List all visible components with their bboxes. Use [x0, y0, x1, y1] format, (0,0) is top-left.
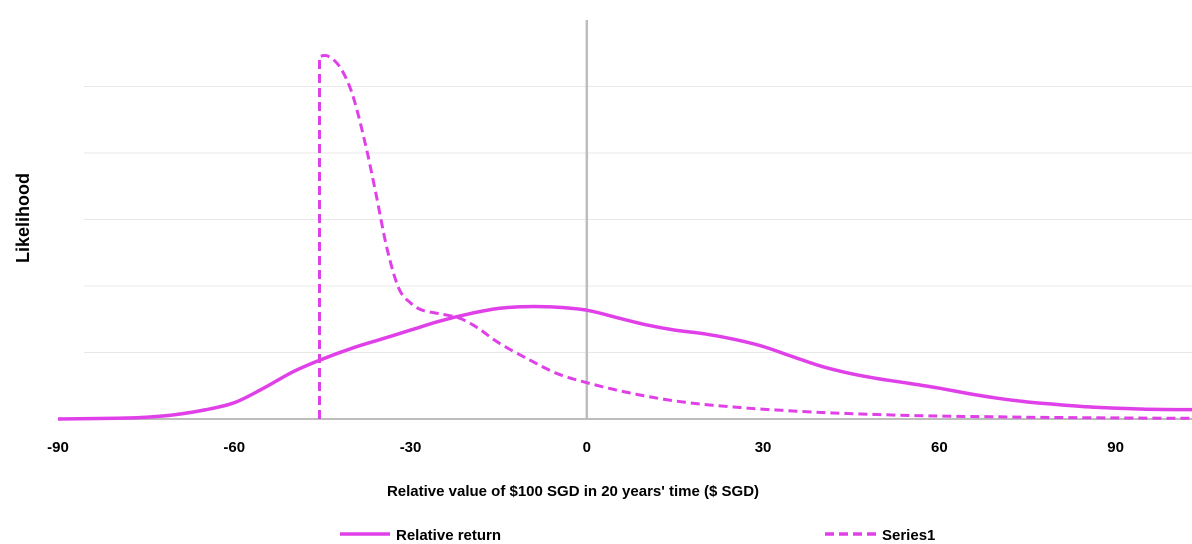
legend-label: Relative return	[396, 527, 501, 544]
x-tick-label: 0	[583, 439, 591, 456]
legend: Relative return Series1	[340, 527, 935, 544]
x-tick-label: 60	[931, 439, 948, 456]
x-tick-label: 90	[1107, 439, 1124, 456]
series-lines	[57, 54, 1192, 421]
x-tick-label: -90	[47, 439, 69, 456]
series1-line	[318, 54, 1192, 420]
x-axis-title: Relative value of $100 SGD in 20 years' …	[387, 483, 759, 500]
x-tick-label: -30	[400, 439, 422, 456]
relative-return-line	[57, 304, 1192, 421]
gridlines	[84, 86, 1192, 353]
y-axis-title: Likelihood	[13, 173, 33, 263]
x-tick-labels: -90 -60 -30 0 30 60 90	[47, 439, 1124, 456]
x-tick-label: -60	[223, 439, 245, 456]
legend-label: Series1	[882, 527, 935, 544]
x-tick-label: 30	[755, 439, 772, 456]
